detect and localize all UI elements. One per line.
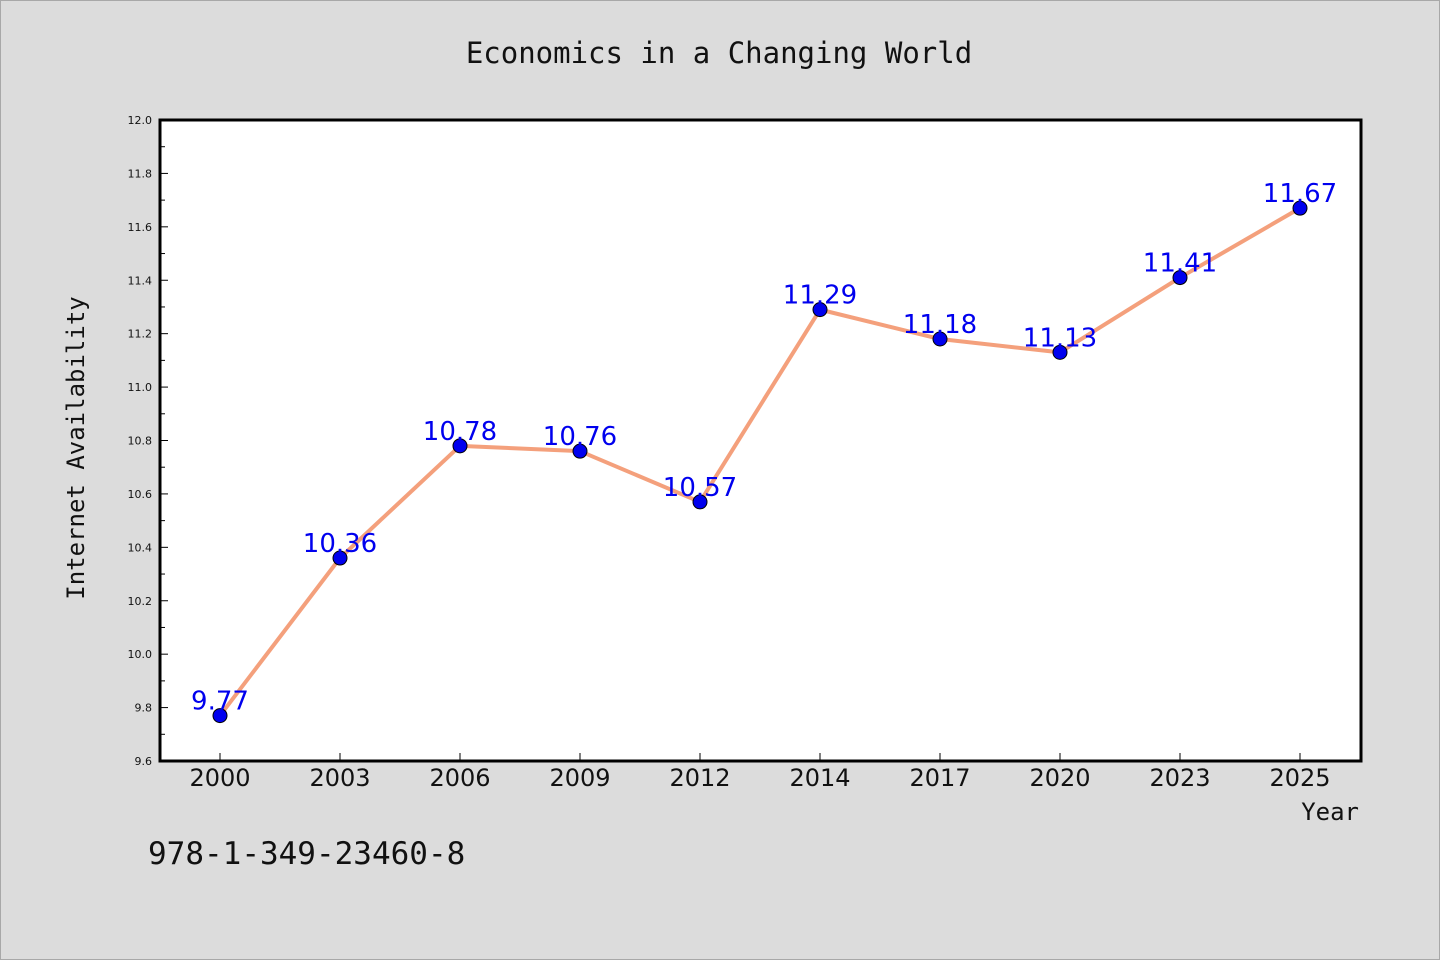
- data-point: [932, 331, 948, 347]
- data-label: 11.13: [1023, 323, 1097, 353]
- x-axis-label: Year: [1301, 798, 1359, 826]
- data-label: 10.36: [303, 529, 377, 559]
- x-tick-label: 2025: [1269, 764, 1330, 792]
- y-tick-label: 11.4: [128, 274, 153, 287]
- y-tick-label: 10.4: [128, 541, 153, 554]
- data-point: [812, 302, 828, 318]
- data-label: 11.67: [1263, 179, 1337, 209]
- x-tick-label: 2017: [909, 764, 970, 792]
- x-tick-label: 2014: [789, 764, 850, 792]
- data-label: 10.78: [423, 417, 497, 447]
- chart-title: Economics in a Changing World: [466, 36, 972, 70]
- y-tick-label: 10.8: [128, 435, 153, 448]
- y-tick-label: 10.0: [128, 648, 153, 661]
- data-point: [332, 550, 348, 566]
- isbn-text: 978-1-349-23460-8: [148, 836, 465, 872]
- x-axis: 2000 2003 2006 2009 2012 2014 2017 2020 2023 2025: [189, 753, 1331, 792]
- y-tick-label: 11.0: [128, 381, 153, 394]
- y-tick-label: 11.8: [128, 167, 153, 180]
- y-tick-label: 10.2: [128, 595, 153, 608]
- data-point: [572, 443, 588, 459]
- x-tick-label: 2000: [189, 764, 250, 792]
- data-label: 11.29: [783, 281, 857, 311]
- data-series: [212, 200, 1308, 724]
- y-axis-label: Internet Availability: [62, 296, 90, 599]
- x-tick-label: 2020: [1029, 764, 1090, 792]
- y-axis: 9.6 9.8 10.0 10.2 10.4 10.6 10.8 11.0 11.2 11.4 11…: [128, 114, 168, 768]
- data-label: 11.18: [903, 310, 977, 340]
- x-tick-label: 2003: [309, 764, 370, 792]
- y-tick-label: 9.6: [135, 755, 153, 768]
- data-label: 10.57: [663, 473, 737, 503]
- x-tick-label: 2009: [549, 764, 610, 792]
- x-tick-label: 2006: [429, 764, 490, 792]
- x-tick-label: 2023: [1149, 764, 1210, 792]
- series-line: [218, 206, 1302, 718]
- x-tick-label: 2012: [669, 764, 730, 792]
- data-point: [1292, 200, 1308, 216]
- y-tick-label: 12.0: [128, 114, 153, 127]
- data-labels: 9.77 10.36 10.78 10.76 10.57 11.29 11.18 11.13 1…: [191, 179, 1337, 716]
- data-label: 11.41: [1143, 249, 1217, 279]
- y-tick-label: 11.6: [128, 221, 153, 234]
- y-tick-label: 11.2: [128, 328, 153, 341]
- data-point: [452, 438, 468, 454]
- y-tick-label: 10.6: [128, 488, 153, 501]
- y-tick-label: 9.8: [135, 702, 153, 715]
- data-label: 10.76: [543, 422, 617, 452]
- data-point: [1052, 344, 1068, 360]
- data-point: [692, 494, 708, 510]
- data-label: 9.77: [191, 687, 249, 717]
- data-point: [1172, 270, 1188, 286]
- data-point: [212, 708, 228, 724]
- plot-area: [158, 118, 1363, 763]
